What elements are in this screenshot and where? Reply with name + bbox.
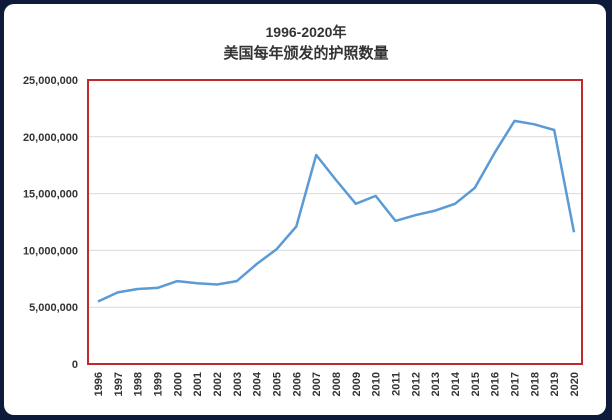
y-axis-ticks: 0 5,000,000 10,000,000 15,000,000 20,000,000… xyxy=(23,75,78,371)
chart-subtitle: 美国每年颁发的护照数量 xyxy=(223,45,389,62)
y-tick-label: 15,000,000 xyxy=(23,189,78,201)
plot-area-border xyxy=(87,79,583,365)
x-tick-label: 2013 xyxy=(430,372,442,396)
x-tick-label: 2007 xyxy=(311,372,323,396)
x-tick-label: 2009 xyxy=(351,372,363,396)
x-tick-label: 2011 xyxy=(391,372,403,396)
x-tick-label: 2020 xyxy=(569,372,581,396)
x-tick-label: 2004 xyxy=(252,371,264,396)
x-tick-label: 2019 xyxy=(549,372,561,396)
x-tick-label: 2000 xyxy=(172,372,184,396)
series-layer xyxy=(97,119,576,303)
x-tick-label: 2005 xyxy=(272,372,284,396)
x-tick-label: 2016 xyxy=(490,372,502,396)
x-tick-label: 2015 xyxy=(470,372,482,396)
y-tick-label: 0 xyxy=(72,359,78,371)
x-tick-label: 2012 xyxy=(410,372,422,396)
y-tick-label: 5,000,000 xyxy=(29,302,78,314)
x-tick-label: 2008 xyxy=(331,372,343,396)
x-tick-label: 2001 xyxy=(192,372,204,396)
x-tick-label: 2017 xyxy=(510,372,522,396)
x-tick-label: 2002 xyxy=(212,372,224,396)
chart-frame xyxy=(4,4,606,415)
series-line xyxy=(97,119,576,303)
x-tick-label: 1998 xyxy=(133,372,145,396)
chart-title: 1996-2020年 xyxy=(265,24,347,40)
y-tick-label: 25,000,000 xyxy=(23,75,78,87)
x-tick-label: 1997 xyxy=(113,372,125,396)
x-tick-label: 1999 xyxy=(153,372,165,396)
gridlines xyxy=(88,136,582,308)
x-tick-label: 2003 xyxy=(232,372,244,396)
x-tick-label: 2014 xyxy=(450,371,462,396)
x-tick-label: 1996 xyxy=(93,372,105,396)
y-tick-label: 20,000,000 xyxy=(23,132,78,144)
x-tick-label: 2018 xyxy=(529,372,541,396)
x-axis-ticks: 1996 1997 1998 1999 2000 2001 2002 2003 2004 2005… xyxy=(93,371,581,396)
y-tick-label: 10,000,000 xyxy=(23,245,78,257)
x-tick-label: 2006 xyxy=(291,372,303,396)
x-tick-label: 2010 xyxy=(371,372,383,396)
